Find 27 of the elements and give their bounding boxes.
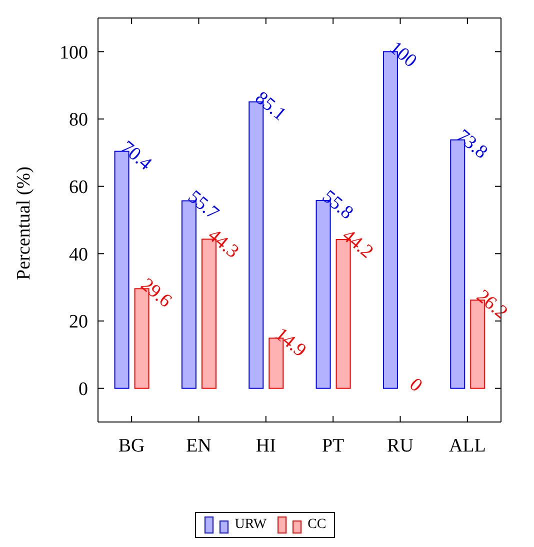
data-label: 29.6 bbox=[136, 274, 176, 312]
data-label: 14.9 bbox=[270, 324, 310, 362]
y-tick-label: 20 bbox=[69, 312, 88, 333]
y-tick-label: 60 bbox=[69, 177, 88, 198]
y-tick-label: 40 bbox=[69, 244, 88, 266]
data-label: 55.7 bbox=[184, 186, 223, 224]
x-tick-label: RU bbox=[387, 435, 414, 456]
x-tick-label: PT bbox=[322, 435, 345, 456]
data-label: 85.1 bbox=[250, 88, 290, 126]
data-label: 44.3 bbox=[204, 224, 243, 262]
data-label: 44.2 bbox=[338, 225, 378, 263]
y-tick-label: 80 bbox=[69, 110, 88, 131]
legend-label: URW bbox=[234, 517, 267, 533]
x-tick-label: EN bbox=[186, 435, 212, 456]
data-label: 55.8 bbox=[318, 186, 358, 224]
data-label: 26.2 bbox=[472, 286, 512, 324]
data-label: 0 bbox=[405, 374, 426, 396]
x-tick-label: ALL bbox=[448, 435, 486, 456]
y-tick-label: 100 bbox=[60, 42, 88, 64]
data-label: 100 bbox=[385, 37, 421, 72]
data-label: 70.4 bbox=[116, 137, 156, 175]
data-label: 73.8 bbox=[452, 126, 492, 164]
x-tick-label: BG bbox=[118, 435, 146, 456]
y-tick-label: 0 bbox=[78, 379, 88, 400]
legend-label: CC bbox=[308, 517, 326, 533]
x-tick-label: HI bbox=[256, 435, 276, 456]
y-axis-title: Percentual (%) bbox=[14, 166, 35, 280]
